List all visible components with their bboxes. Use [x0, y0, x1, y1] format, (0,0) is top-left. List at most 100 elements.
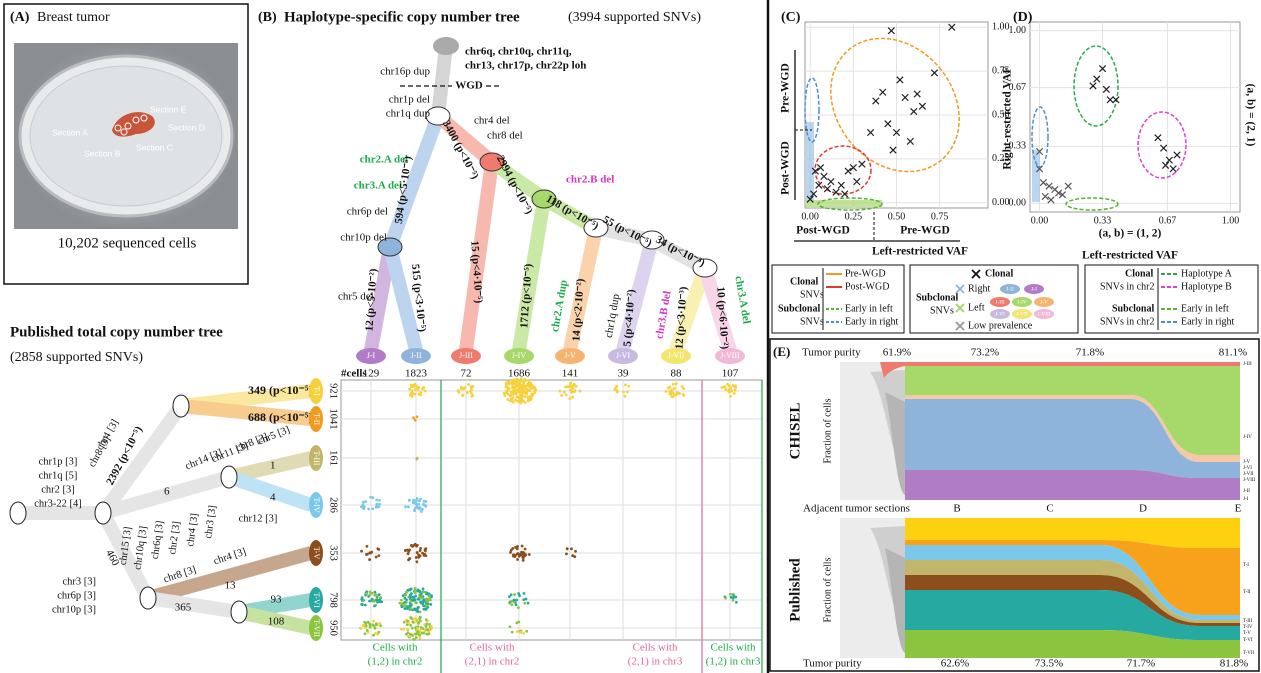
label: SNVs — [800, 316, 824, 327]
label: T-II — [312, 413, 321, 425]
label: T-V — [312, 547, 321, 560]
cell-dot — [520, 399, 523, 402]
cell-dot — [668, 386, 671, 389]
cell-dot — [514, 380, 517, 383]
label: (C) — [781, 10, 801, 25]
label: Haplotype B — [1181, 281, 1232, 292]
cell-dot — [521, 380, 524, 383]
label: 1686 — [508, 368, 531, 380]
label: chr4 [3] — [212, 546, 247, 567]
cell-dot — [365, 624, 368, 627]
cell-dot — [559, 390, 562, 393]
cell-dot — [531, 394, 534, 397]
cell-dot — [403, 597, 406, 600]
cell-dot — [402, 628, 405, 631]
cell-dot — [729, 395, 732, 398]
label: J-VI — [1243, 466, 1252, 471]
cell-dot — [398, 602, 401, 605]
label: J-III — [459, 351, 473, 360]
cell-dot — [519, 392, 522, 395]
label: chr3.B del — [653, 290, 673, 340]
label: 10 (p<6·10⁻²) — [714, 286, 730, 350]
cell-dot — [462, 388, 465, 391]
label: J-V — [1243, 460, 1251, 465]
label: J-II — [410, 351, 421, 360]
label: chr8 [3] — [87, 435, 113, 470]
cell-dot — [525, 630, 528, 633]
cell-dot — [672, 383, 675, 386]
plot-area — [1030, 22, 1240, 212]
label: T-VI — [312, 592, 321, 608]
label: Fraction of cells — [822, 557, 833, 622]
cell-dot — [404, 549, 407, 552]
cell-dot — [516, 630, 519, 633]
label: 13 — [225, 580, 237, 592]
label: Pre-WGD — [780, 63, 792, 113]
y-tick-label: 1.00 — [1009, 25, 1027, 36]
x-tick-label: 0.50 — [888, 211, 906, 222]
label: E — [1235, 503, 1242, 515]
cell-dot — [375, 594, 378, 597]
cell-dot — [424, 629, 427, 632]
cell-dot — [524, 395, 527, 398]
label: 1712 (p<10⁻⁵) — [518, 263, 534, 329]
cell-dot — [518, 396, 521, 399]
cell-dot — [416, 610, 419, 613]
label: J-VII — [668, 351, 685, 360]
label: chr1q dup — [603, 293, 623, 339]
cell-dot — [513, 387, 516, 390]
label: chr10p [3] — [52, 604, 96, 615]
cell-dot — [421, 388, 424, 391]
cell-dot — [419, 629, 422, 632]
cell-dot — [525, 393, 528, 396]
label: 71.7% — [1127, 658, 1155, 670]
y-tick-label: 0.00 — [992, 197, 1010, 208]
label: J-VIII — [720, 351, 740, 360]
label: 1823 — [405, 368, 428, 380]
cell-dot — [509, 551, 512, 554]
label: T-II — [1243, 590, 1251, 595]
cell-dot — [400, 599, 403, 602]
tree-branch — [390, 247, 416, 350]
label: Haplotype-specific copy number tree — [284, 9, 520, 25]
cell-dot — [566, 547, 569, 550]
cell-dot — [503, 392, 506, 395]
cell-dot — [670, 391, 673, 394]
label: chr3.A del — [732, 275, 752, 325]
cell-dot — [410, 592, 413, 595]
cell-dot — [469, 390, 472, 393]
label: C — [1046, 503, 1053, 515]
label: 921 — [328, 383, 339, 399]
cell-dot — [508, 387, 511, 390]
cell-dot — [511, 386, 514, 389]
cell-dot — [408, 388, 411, 391]
cell-dot — [569, 389, 572, 392]
cell-dot — [678, 392, 681, 395]
cell-dot — [735, 601, 738, 604]
cell-dot — [511, 603, 514, 606]
cell-dot — [508, 625, 511, 628]
label: T-VI — [1243, 638, 1253, 643]
cell-dot — [412, 618, 415, 621]
cell-dot — [418, 634, 421, 637]
cell-dot — [415, 560, 418, 563]
cell-dot — [563, 391, 566, 394]
label: J-IV — [512, 351, 526, 360]
cell-dot — [520, 385, 523, 388]
cell-dot — [424, 390, 427, 393]
cell-dot — [627, 385, 630, 388]
label: J-II — [1243, 489, 1250, 494]
cell-dot — [512, 393, 515, 396]
cell-dot — [673, 387, 676, 390]
cell-dot — [413, 509, 416, 512]
cell-dot — [420, 510, 423, 513]
label: 62.6% — [941, 658, 969, 670]
label: (a, b) = (1, 2) — [1099, 228, 1162, 240]
cell-dot — [368, 600, 371, 603]
cell-dot — [418, 637, 421, 640]
label: J-II — [1006, 286, 1014, 292]
label: 4 — [270, 492, 276, 504]
cell-dot — [400, 628, 403, 631]
cell-dot — [523, 602, 526, 605]
cell-dot — [460, 387, 463, 390]
